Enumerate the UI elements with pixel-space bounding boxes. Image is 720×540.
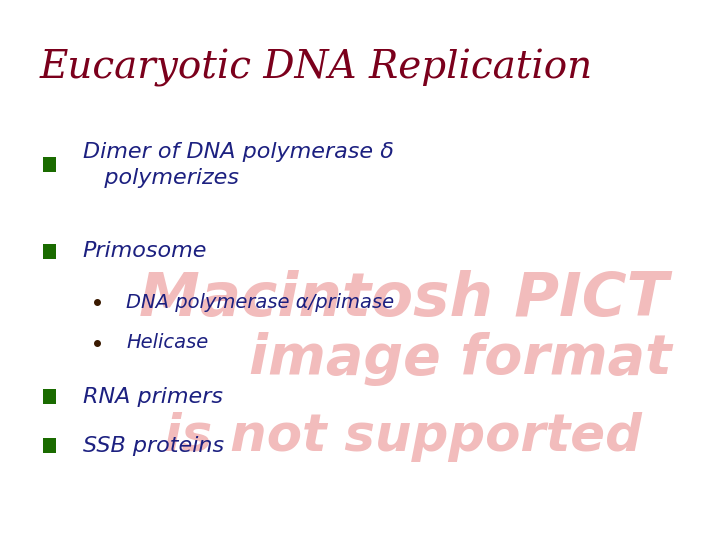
- FancyBboxPatch shape: [43, 157, 56, 172]
- Text: image format: image format: [250, 332, 672, 386]
- Text: SSB proteins: SSB proteins: [83, 435, 224, 456]
- Text: Macintosh PICT: Macintosh PICT: [138, 270, 668, 329]
- Text: Eucaryotic DNA Replication: Eucaryotic DNA Replication: [40, 49, 593, 86]
- Text: Helicase: Helicase: [126, 333, 208, 353]
- Text: DNA polymerase α/primase: DNA polymerase α/primase: [126, 293, 394, 312]
- Text: RNA primers: RNA primers: [83, 387, 222, 407]
- FancyBboxPatch shape: [43, 438, 56, 453]
- FancyBboxPatch shape: [43, 244, 56, 259]
- FancyBboxPatch shape: [43, 389, 56, 404]
- Text: Primosome: Primosome: [83, 241, 207, 261]
- Text: is not supported: is not supported: [164, 413, 642, 462]
- Text: Dimer of DNA polymerase δ
   polymerizes: Dimer of DNA polymerase δ polymerizes: [83, 141, 394, 188]
